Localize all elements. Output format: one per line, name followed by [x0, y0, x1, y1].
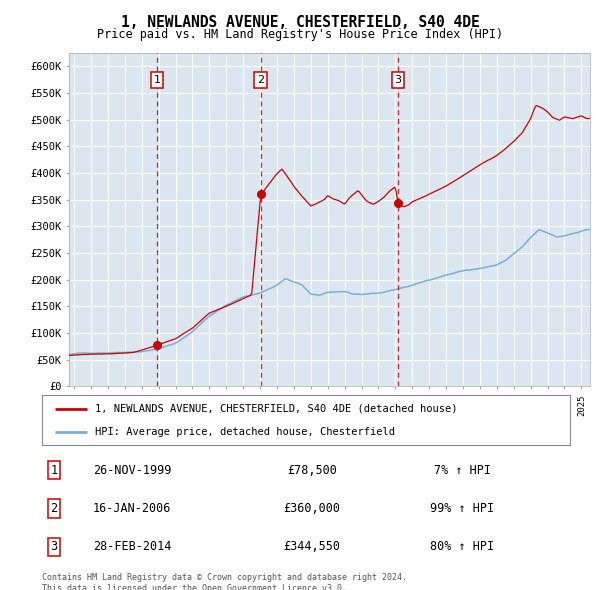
- Text: 3: 3: [50, 540, 58, 553]
- Text: 1: 1: [154, 75, 160, 85]
- Text: 28-FEB-2014: 28-FEB-2014: [93, 540, 171, 553]
- Text: 26-NOV-1999: 26-NOV-1999: [93, 464, 171, 477]
- Text: 80% ↑ HPI: 80% ↑ HPI: [430, 540, 494, 553]
- Text: £344,550: £344,550: [284, 540, 341, 553]
- Text: Contains HM Land Registry data © Crown copyright and database right 2024.
This d: Contains HM Land Registry data © Crown c…: [42, 573, 407, 590]
- Text: 2: 2: [257, 75, 265, 85]
- Text: 7% ↑ HPI: 7% ↑ HPI: [433, 464, 491, 477]
- Text: HPI: Average price, detached house, Chesterfield: HPI: Average price, detached house, Ches…: [95, 427, 395, 437]
- Text: 99% ↑ HPI: 99% ↑ HPI: [430, 502, 494, 515]
- Text: 2: 2: [50, 502, 58, 515]
- Text: 3: 3: [395, 75, 401, 85]
- Text: 1: 1: [50, 464, 58, 477]
- Text: 16-JAN-2006: 16-JAN-2006: [93, 502, 171, 515]
- Text: £78,500: £78,500: [287, 464, 337, 477]
- Text: £360,000: £360,000: [284, 502, 341, 515]
- Text: 1, NEWLANDS AVENUE, CHESTERFIELD, S40 4DE: 1, NEWLANDS AVENUE, CHESTERFIELD, S40 4D…: [121, 15, 479, 30]
- Text: 1, NEWLANDS AVENUE, CHESTERFIELD, S40 4DE (detached house): 1, NEWLANDS AVENUE, CHESTERFIELD, S40 4D…: [95, 404, 457, 414]
- Text: Price paid vs. HM Land Registry's House Price Index (HPI): Price paid vs. HM Land Registry's House …: [97, 28, 503, 41]
